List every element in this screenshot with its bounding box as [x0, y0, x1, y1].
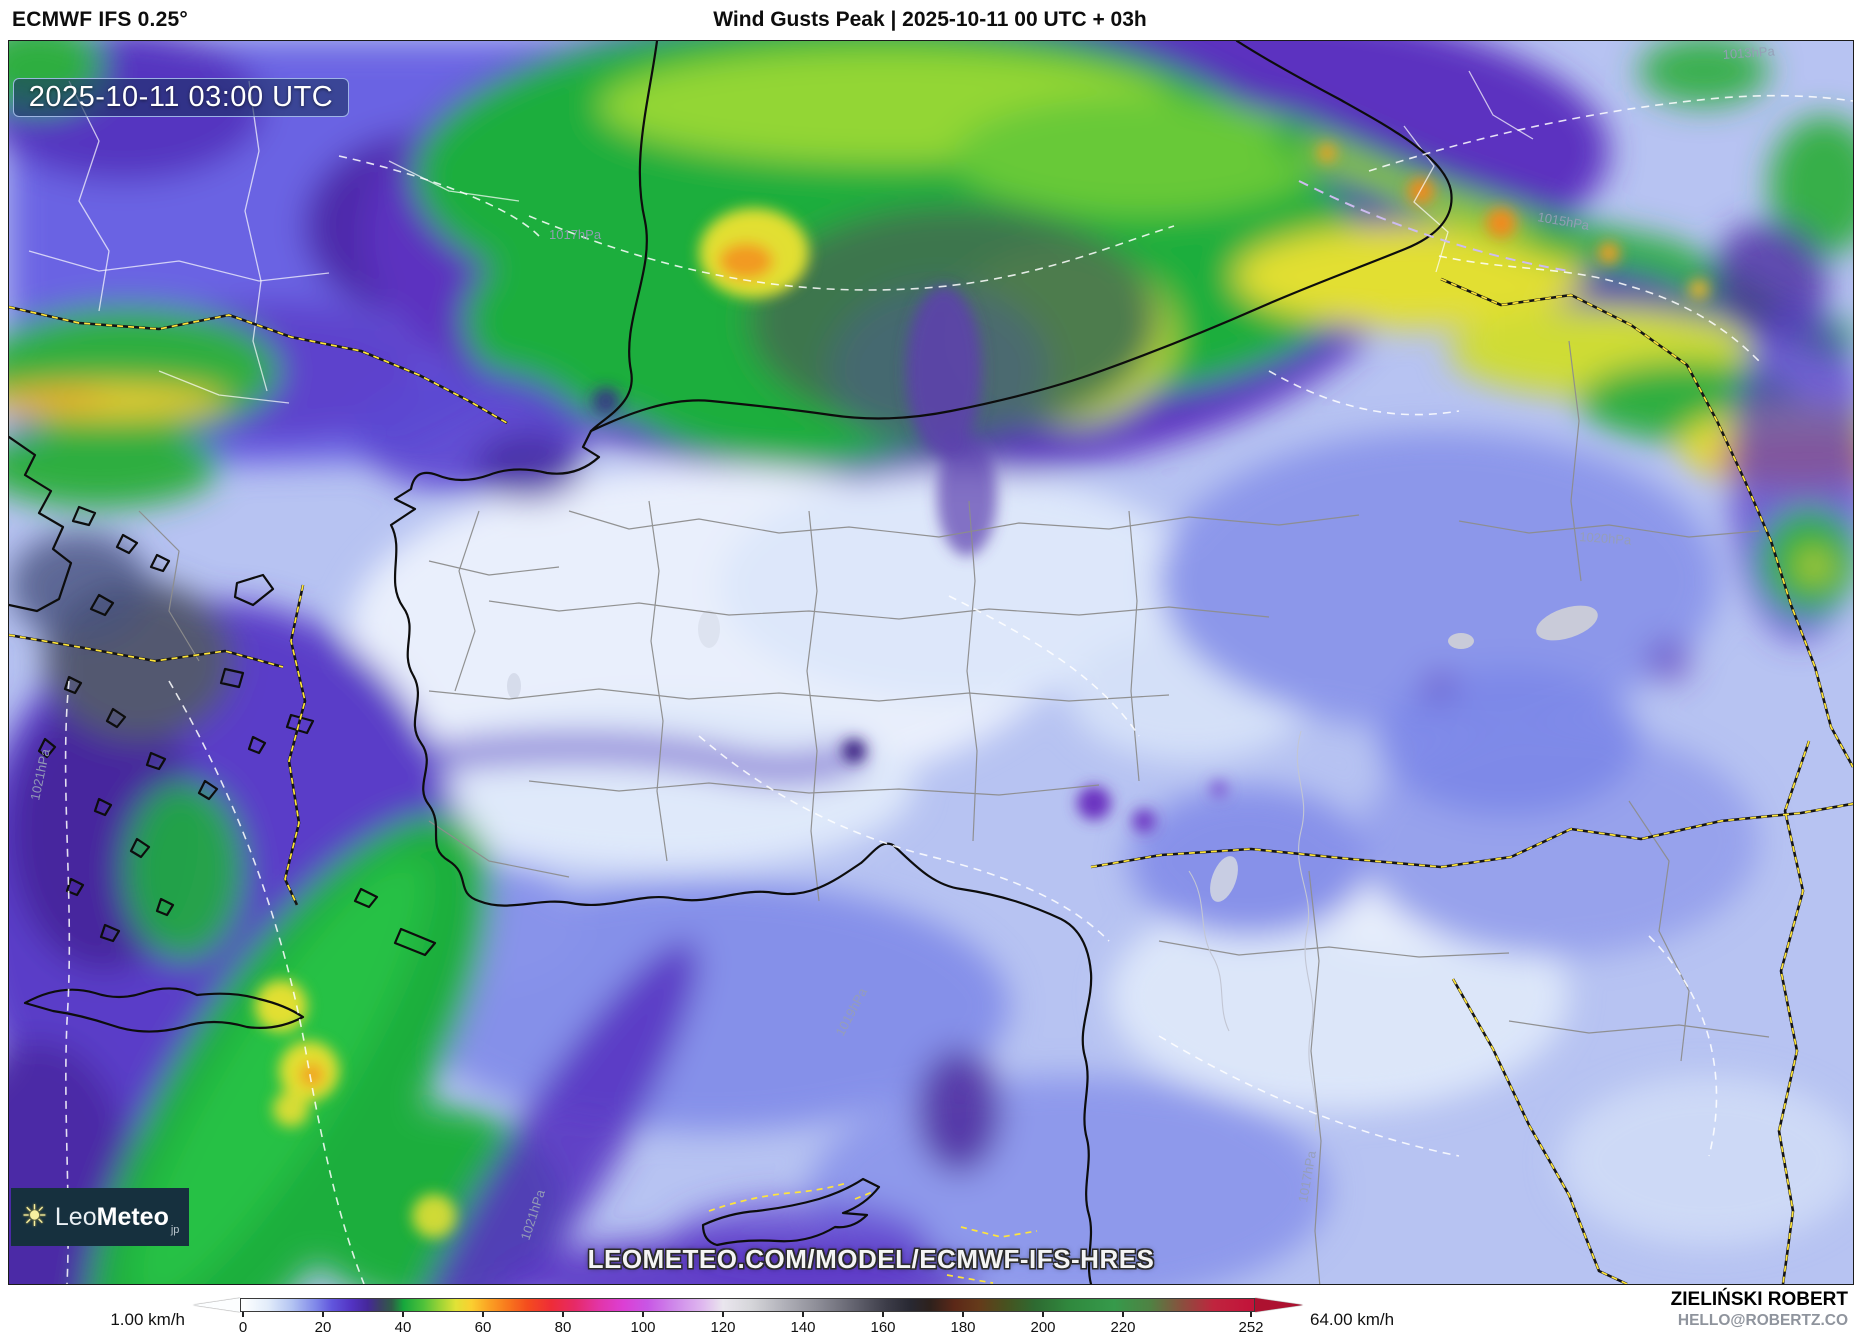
colorbar-tick [482, 1311, 484, 1317]
colorbar-tick-label: 40 [394, 1318, 412, 1336]
colorbar-tick [1122, 1311, 1124, 1317]
isobar-line-lavender [1298, 180, 1570, 272]
credit-name: ZIELIŃSKI ROBERT [1670, 1288, 1848, 1310]
pressure-label: 1017hPa [549, 227, 602, 242]
colorbar-tick-label: 252 [1238, 1318, 1264, 1336]
credit-email: HELLO@ROBERTZ.CO [1677, 1311, 1848, 1329]
colorbar-body [240, 1297, 1255, 1312]
colorbar-tick-label: 0 [238, 1318, 248, 1336]
colorbar-tick-label: 140 [790, 1318, 816, 1336]
country-borders-yellow-dash [9, 278, 1853, 1284]
legend-min-label: 1.00 km/h [110, 1309, 185, 1329]
colorbar-tick [642, 1311, 644, 1317]
logo-text-bold: Meteo [96, 1202, 169, 1231]
coastlines [9, 41, 1453, 1284]
wind-field-blobs [9, 41, 1853, 1284]
colorbar-tick-label: 120 [710, 1318, 736, 1336]
colorbar-right-arrow [1255, 1297, 1303, 1312]
colorbar-tick [722, 1311, 724, 1317]
weather-map: 1017hPa 1013hPa 1015hPa 1020hPa 1021hPa 1019h… [8, 40, 1854, 1285]
colorbar-tick [802, 1311, 804, 1317]
colorbar: 0 20 40 60 80 100 120 140 160 180 200 220 252 [193, 1297, 1308, 1338]
colorbar-tick [1042, 1311, 1044, 1317]
logo-suffix: jp [170, 1224, 180, 1236]
colorbar-tick-label: 160 [870, 1318, 896, 1336]
legend-max-label: 64.00 km/h [1310, 1309, 1395, 1329]
colorbar-tick-label: 20 [314, 1318, 332, 1336]
weather-map-svg: 1017hPa1013hPa1015hPa1020hPa1021hPa1019h… [9, 41, 1853, 1284]
colorbar-left-arrow [193, 1297, 240, 1312]
colorbar-tick [322, 1311, 324, 1317]
watermark-url: LEOMETEO.COM/MODEL/ECMWF-IFS-HRES [587, 1244, 1155, 1274]
colorbar-tick-label: 200 [1030, 1318, 1056, 1336]
admin-borders-gray [138, 340, 1770, 1284]
colorbar-tick [962, 1311, 964, 1317]
leometeo-logo: ☀ Leo Meteo jp [11, 1188, 189, 1246]
pressure-label: 1013hPa [1722, 43, 1776, 62]
colorbar-tick-label: 80 [554, 1318, 572, 1336]
colorbar-tick [882, 1311, 884, 1317]
logo-text-light: Leo [54, 1202, 97, 1231]
pressure-label: 1020hPa [1579, 529, 1633, 548]
sun-icon: ☀ [21, 1200, 48, 1233]
lakes [507, 605, 1598, 902]
colorbar-tick [562, 1311, 564, 1317]
colorbar-tick [1250, 1311, 1252, 1317]
colorbar-tick-label: 220 [1110, 1318, 1136, 1336]
page-title: Wind Gusts Peak | 2025-10-11 00 UTC + 03… [713, 8, 1147, 31]
colorbar-tick-label: 60 [474, 1318, 492, 1336]
isobar-lines [64, 94, 1853, 1284]
wind-field-details [255, 144, 1709, 1238]
timestamp-badge: 2025-10-11 03:00 UTC [13, 78, 349, 117]
rivers [1188, 730, 1317, 1132]
colorbar-tick-label: 180 [950, 1318, 976, 1336]
model-label: ECMWF IFS 0.25° [12, 8, 188, 31]
colorbar-tick [242, 1311, 244, 1317]
colorbar-tick-label: 100 [630, 1318, 656, 1336]
legend-strip: 1.00 km/h 0 20 40 60 80 100 120 140 160 180 200 220… [0, 1284, 1860, 1338]
header-bar: ECMWF IFS 0.25° Wind Gusts Peak | 2025-1… [0, 0, 1860, 40]
colorbar-tick [402, 1311, 404, 1317]
